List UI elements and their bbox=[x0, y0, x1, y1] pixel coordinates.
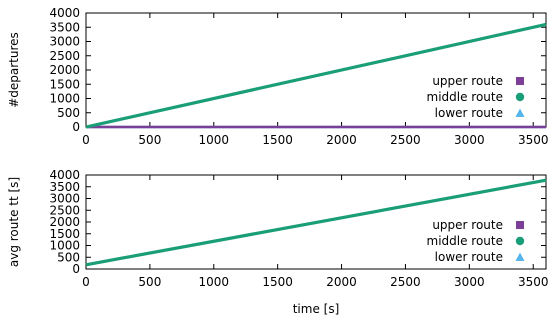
y-tick-label: 2500 bbox=[49, 49, 80, 63]
legend-label: upper route bbox=[432, 218, 503, 232]
y-tick-label: 4000 bbox=[49, 168, 80, 182]
x-tick-label: 2000 bbox=[326, 275, 357, 289]
x-tick-label: 1000 bbox=[199, 133, 230, 147]
y-tick-label: 1000 bbox=[49, 239, 80, 253]
x-tick-label: 1000 bbox=[199, 275, 230, 289]
x-tick-label: 3500 bbox=[518, 275, 549, 289]
legend-label: lower route bbox=[435, 106, 503, 120]
y-axis-label: avg route tt [s] bbox=[7, 177, 21, 267]
legend-marker-circle bbox=[515, 92, 525, 102]
y-tick-label: 3000 bbox=[49, 192, 80, 206]
y-tick-label: 1000 bbox=[49, 92, 80, 106]
y-tick-label: 500 bbox=[57, 250, 80, 264]
y-axis-label: #departures bbox=[7, 32, 21, 108]
x-tick-label: 3500 bbox=[518, 133, 549, 147]
y-tick-label: 3500 bbox=[49, 180, 80, 194]
x-tick-label: 0 bbox=[82, 133, 90, 147]
y-tick-label: 3500 bbox=[49, 20, 80, 34]
x-tick-label: 3000 bbox=[454, 275, 485, 289]
legend-label: middle route bbox=[427, 90, 504, 104]
x-axis-label: time [s] bbox=[293, 302, 340, 316]
legend-marker-triangle bbox=[515, 252, 525, 261]
legend-marker-triangle bbox=[515, 108, 525, 117]
y-tick-label: 0 bbox=[72, 262, 80, 276]
x-tick-label: 0 bbox=[82, 275, 90, 289]
x-tick-label: 2000 bbox=[326, 133, 357, 147]
y-tick-label: 4000 bbox=[49, 6, 80, 20]
x-tick-label: 1500 bbox=[262, 133, 293, 147]
x-tick-label: 500 bbox=[138, 133, 161, 147]
x-tick-label: 2500 bbox=[390, 275, 421, 289]
x-tick-label: 1500 bbox=[262, 275, 293, 289]
series-line-middle-route bbox=[85, 178, 547, 267]
legend-label: upper route bbox=[432, 74, 503, 88]
y-tick-label: 3000 bbox=[49, 35, 80, 49]
legend-marker-square bbox=[516, 221, 524, 229]
x-tick-label: 3000 bbox=[454, 133, 485, 147]
x-tick-label: 500 bbox=[138, 275, 161, 289]
legend-marker-square bbox=[516, 77, 524, 85]
y-tick-label: 2000 bbox=[49, 63, 80, 77]
legend-label: lower route bbox=[435, 250, 503, 264]
legend-label: middle route bbox=[427, 234, 504, 248]
y-tick-label: 0 bbox=[72, 120, 80, 134]
y-tick-label: 500 bbox=[57, 106, 80, 120]
y-tick-label: 1500 bbox=[49, 77, 80, 91]
x-tick-label: 2500 bbox=[390, 133, 421, 147]
series-line-middle-route bbox=[85, 22, 547, 129]
legend-marker-circle bbox=[515, 236, 525, 246]
y-tick-label: 2000 bbox=[49, 215, 80, 229]
y-tick-label: 2500 bbox=[49, 203, 80, 217]
y-tick-label: 1500 bbox=[49, 227, 80, 241]
